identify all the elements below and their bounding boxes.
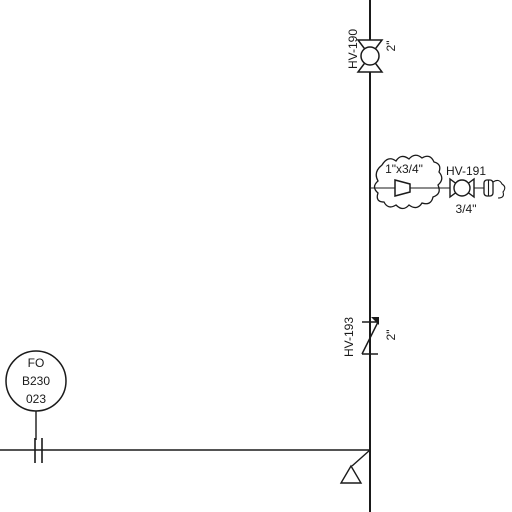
hv190-tag: HV-190	[346, 29, 360, 69]
reducer-label: 1"x3/4"	[385, 162, 423, 176]
reducer-icon	[394, 179, 411, 197]
instrument-line3: 023	[26, 392, 46, 406]
gate-valve-icon	[356, 39, 384, 73]
hv190-size: 2"	[384, 41, 398, 52]
hv193-tag: HV-193	[342, 317, 356, 357]
revision-cloud-icon	[373, 154, 443, 210]
instrument-bubble	[5, 350, 67, 412]
hv191-size: 3/4"	[456, 202, 477, 216]
instrument-line2: B230	[22, 374, 50, 388]
hv193-size: 2"	[384, 330, 398, 341]
cap-icon	[483, 179, 506, 199]
gate-valve-icon	[449, 177, 475, 199]
hv191-tag: HV-191	[446, 164, 486, 178]
instrument-line1: FO	[28, 356, 45, 370]
pipe-support-icon	[339, 449, 371, 484]
check-valve-icon	[361, 317, 379, 355]
orifice-flange-icon	[34, 438, 43, 463]
